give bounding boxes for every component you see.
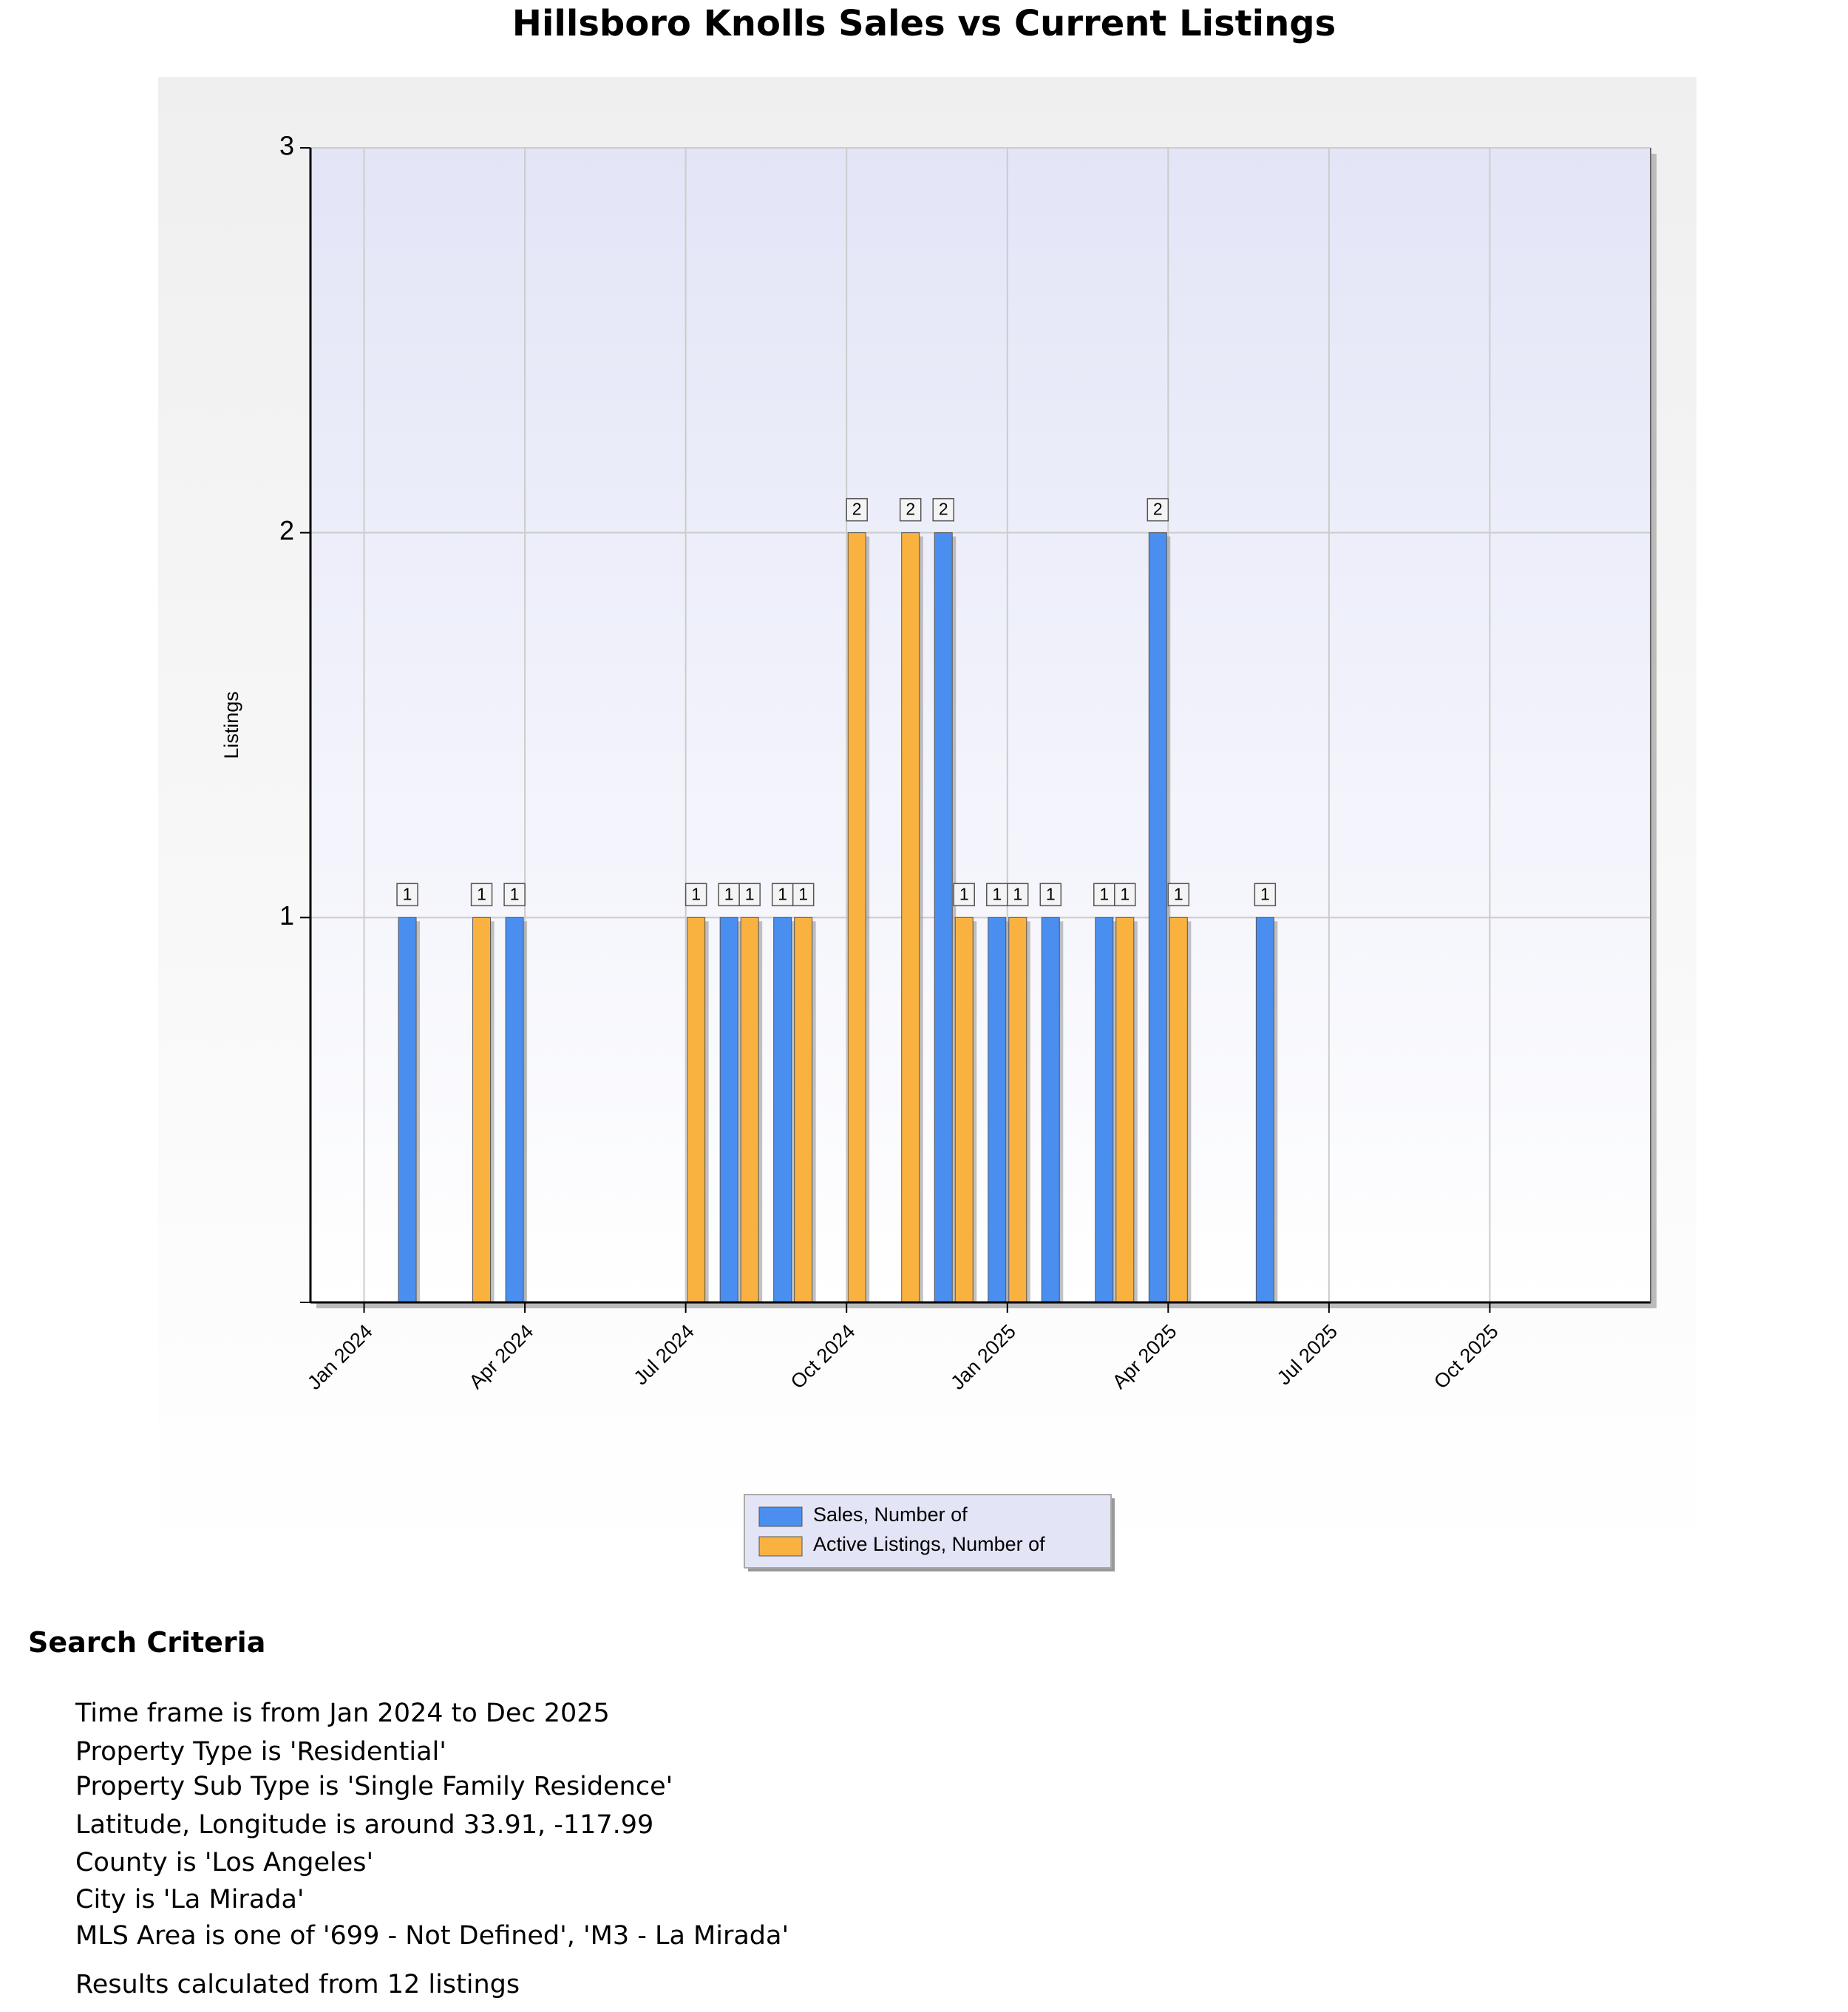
criteria-line: MLS Area is one of '699 - Not Defined', …: [75, 1921, 789, 1951]
chart-title: Hillsboro Knolls Sales vs Current Listin…: [512, 3, 1336, 44]
value-label: 1: [477, 884, 486, 903]
value-label: 2: [939, 500, 948, 519]
criteria-line: City is 'La Mirada': [75, 1885, 305, 1914]
bar: [901, 532, 920, 1303]
legend-entries: Sales, Number of Active Listings, Number …: [758, 1503, 1045, 1557]
value-label: 1: [1046, 884, 1056, 903]
value-label-box: [899, 497, 922, 522]
legend-swatch: [758, 1506, 803, 1527]
bar: [687, 917, 706, 1303]
plot-area: [310, 148, 1651, 1302]
value-label-box: [1093, 883, 1115, 907]
value-label-box: [503, 883, 526, 907]
bar: [505, 917, 524, 1303]
chart: Hillsboro Knolls Sales vs Current Listin…: [158, 3, 1696, 1571]
legend-label: Sales, Number of: [813, 1503, 968, 1526]
value-label-box: [1167, 883, 1190, 907]
y-tick-label: 1: [279, 900, 294, 931]
bar: [1115, 917, 1135, 1303]
value-label-box: [684, 883, 707, 907]
value-label-box: [1146, 497, 1169, 522]
value-label: 1: [1260, 884, 1270, 903]
value-label-box: [1254, 883, 1277, 907]
legend: [744, 1494, 1112, 1569]
value-label-box: [738, 883, 761, 907]
y-tick-label: 3: [279, 131, 294, 161]
bar: [934, 532, 953, 1303]
bar: [1095, 917, 1114, 1303]
criteria-line: Time frame is from Jan 2024 to Dec 2025: [75, 1699, 610, 1728]
value-label: 2: [1153, 500, 1163, 519]
bar: [1255, 917, 1274, 1303]
grid: [300, 147, 1651, 1313]
y-tick-label: 2: [279, 515, 294, 546]
bar: [954, 917, 974, 1303]
legend-swatch: [758, 1536, 803, 1557]
criteria-line: Property Sub Type is 'Single Family Resi…: [75, 1772, 673, 1801]
criteria-line: County is 'Los Angeles': [75, 1848, 374, 1877]
bar: [398, 917, 417, 1303]
value-label: 1: [403, 884, 412, 903]
value-label: 1: [959, 884, 969, 903]
bar: [773, 917, 792, 1303]
bar: [740, 917, 759, 1303]
value-label: 2: [906, 500, 915, 519]
criteria-note: Results calculated from 12 listings: [75, 1970, 520, 1999]
criteria-heading: Search Criteria: [28, 1626, 266, 1659]
y-axis-label: Listings: [220, 691, 242, 759]
bar: [988, 917, 1007, 1303]
value-label-box: [932, 497, 954, 522]
value-label: 1: [745, 884, 755, 903]
value-label-box: [771, 883, 794, 907]
value-label-box: [1114, 883, 1136, 907]
value-label-box: [396, 883, 418, 907]
value-label: 1: [1099, 884, 1109, 903]
value-label-box: [1039, 883, 1062, 907]
value-label-box: [953, 883, 975, 907]
value-label: 1: [992, 884, 1002, 903]
value-label: 1: [1120, 884, 1129, 903]
bar: [1041, 917, 1060, 1303]
value-label-box: [718, 883, 740, 907]
bar: [719, 917, 738, 1303]
criteria-line: Property Type is 'Residential': [75, 1737, 446, 1767]
value-label: 1: [724, 884, 734, 903]
bar: [794, 917, 813, 1303]
value-label: 1: [1174, 884, 1183, 903]
value-label: 1: [798, 884, 808, 903]
bar: [472, 917, 492, 1303]
value-label-box: [792, 883, 815, 907]
value-label: 1: [691, 884, 701, 903]
value-label: 1: [1013, 884, 1022, 903]
value-label-box: [1007, 883, 1029, 907]
value-label: 2: [852, 500, 862, 519]
bar: [1169, 917, 1188, 1303]
legend-label: Active Listings, Number of: [813, 1533, 1045, 1555]
bar: [1148, 532, 1167, 1303]
bar: [847, 532, 866, 1303]
bar: [1008, 917, 1027, 1303]
value-label-box: [470, 883, 493, 907]
criteria-line: Latitude, Longitude is around 33.91, -11…: [75, 1810, 654, 1840]
value-label: 1: [778, 884, 787, 903]
value-label: 1: [510, 884, 520, 903]
value-label-box: [846, 497, 868, 522]
